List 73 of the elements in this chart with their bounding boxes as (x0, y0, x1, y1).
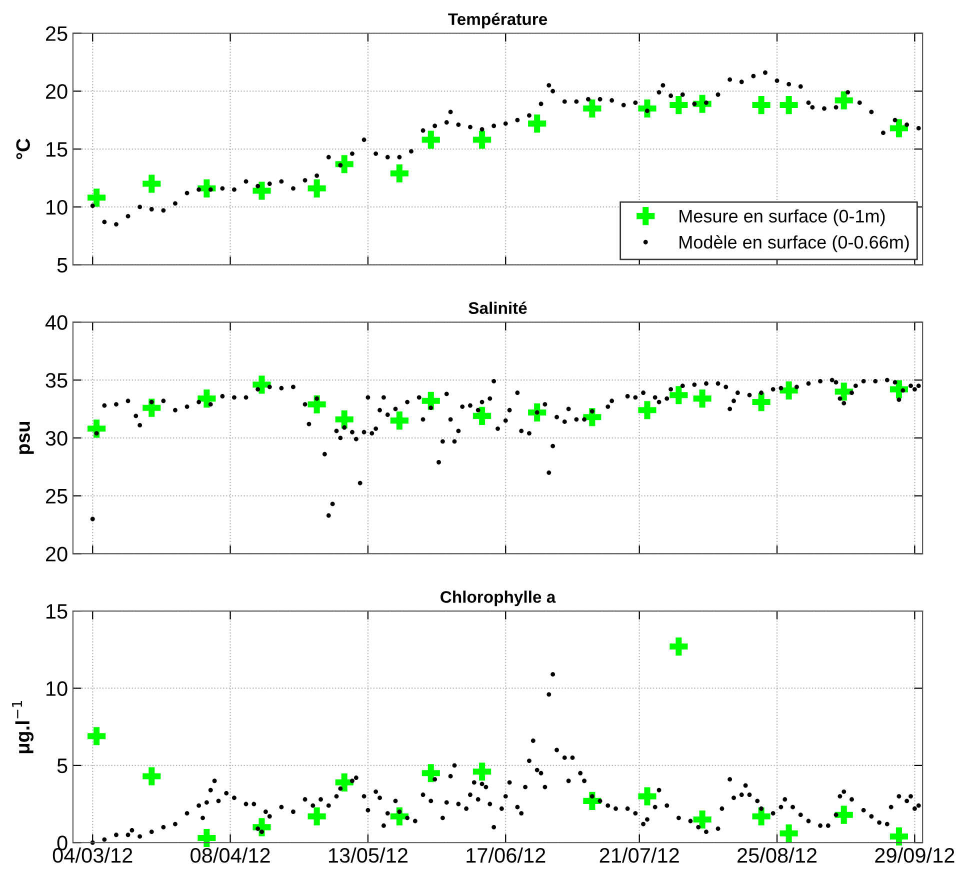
point (142, 767, 161, 786)
point (252, 376, 271, 394)
point (198, 390, 216, 408)
point (670, 386, 688, 404)
y-tick-label: 40 (45, 315, 68, 330)
point (198, 828, 216, 848)
y-axis-title: μg.l$^{−1}$ (12, 700, 34, 754)
y-tick-label: 5 (57, 258, 68, 273)
point (335, 155, 354, 174)
x-tick-label: 17/06/12 (466, 847, 546, 863)
point (670, 638, 688, 656)
point (834, 91, 853, 110)
x-tick-label: 25/08/12 (738, 847, 817, 863)
point (88, 420, 106, 438)
point (335, 410, 354, 428)
y-tick-label: 25 (46, 26, 68, 42)
point (752, 96, 770, 114)
y-tick-label: 30 (46, 430, 68, 446)
point (473, 762, 492, 781)
point (422, 392, 440, 410)
point (528, 114, 546, 133)
y-tick-label: 15 (46, 142, 68, 157)
chart-title: Salinité (468, 302, 527, 314)
y-axis-title: psu (19, 422, 34, 454)
x-tick-label: 21/07/12 (600, 847, 679, 863)
point (528, 403, 546, 422)
point (473, 130, 492, 149)
y-tick-label: 10 (46, 681, 68, 696)
point (752, 393, 770, 412)
y-tick-label: 20 (46, 84, 68, 99)
point (638, 787, 656, 806)
point (834, 806, 853, 824)
point (422, 764, 440, 782)
point (638, 401, 656, 420)
point (693, 390, 712, 408)
point (308, 395, 326, 414)
point (142, 398, 161, 417)
point (638, 99, 656, 118)
point (670, 96, 688, 114)
legend-label: Mesure en surface (0-1m) (680, 209, 885, 226)
point (308, 179, 326, 198)
legend-label: Modèle en surface (0-0.66m) (680, 235, 909, 252)
point (308, 807, 326, 826)
y-tick-label: 10 (46, 200, 68, 215)
point (88, 727, 106, 746)
y-tick-label: 15 (46, 604, 68, 619)
y-tick-label: 35 (46, 373, 68, 388)
point (752, 807, 770, 826)
x-tick-label: 08/04/12 (190, 847, 270, 863)
point (252, 182, 271, 200)
chart-title: Température (448, 12, 548, 28)
y-tick-label: 5 (57, 758, 68, 774)
y-tick-label: 20 (46, 546, 68, 562)
y-tick-label: 25 (46, 488, 68, 504)
point (473, 406, 492, 425)
point (390, 164, 408, 182)
point (780, 381, 798, 400)
point (890, 827, 908, 846)
point (390, 412, 408, 430)
point (422, 130, 440, 149)
point (890, 119, 908, 138)
point (780, 96, 798, 114)
x-tick-label: 29/09/12 (875, 847, 954, 863)
x-tick-label: 13/05/12 (329, 847, 408, 863)
point (142, 174, 161, 193)
point (88, 188, 106, 207)
point (834, 382, 853, 401)
point (693, 810, 712, 828)
y-axis-title: °C (16, 138, 30, 160)
point (335, 773, 354, 792)
point (780, 824, 798, 842)
point (583, 99, 602, 118)
chart-title: Chlorophylle a (440, 590, 556, 606)
